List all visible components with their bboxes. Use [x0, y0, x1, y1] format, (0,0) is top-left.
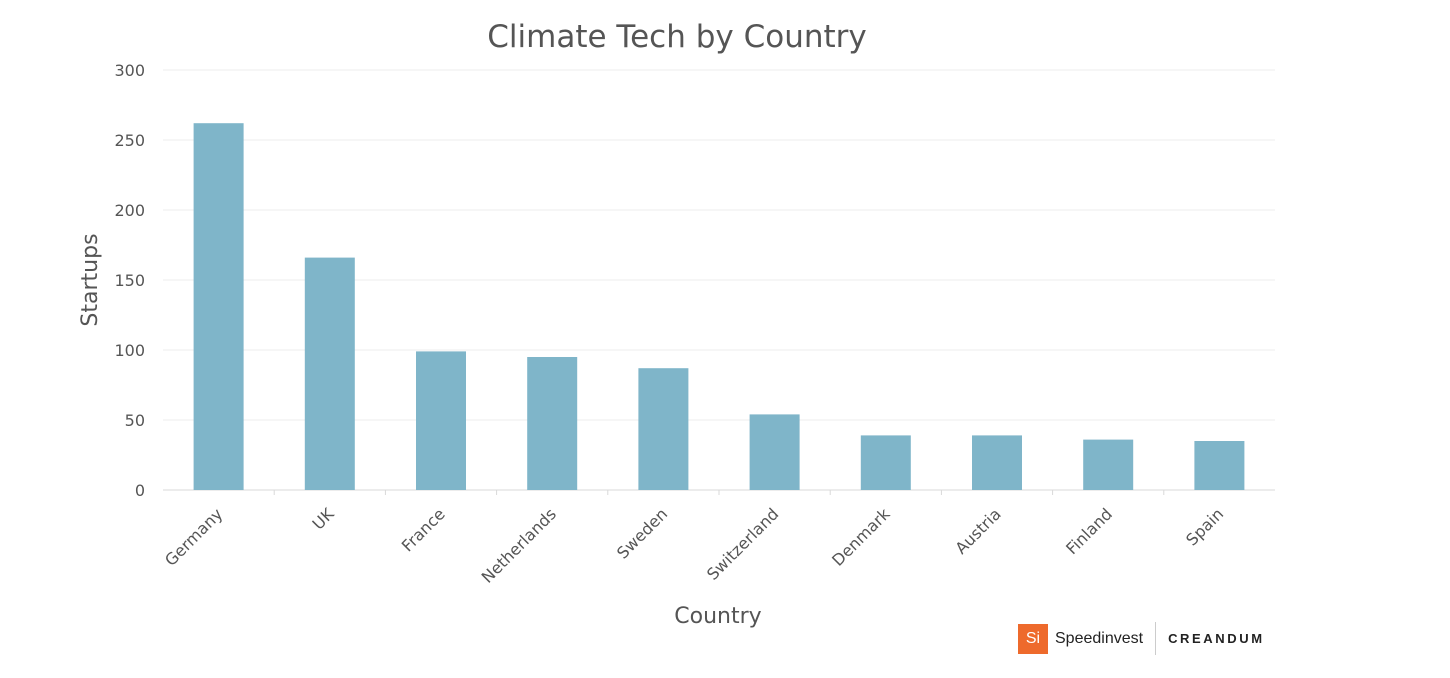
x-tick-label: Denmark — [828, 504, 894, 570]
x-axis-title: Country — [674, 604, 761, 629]
bar-sweden — [638, 368, 689, 490]
logo-divider — [1155, 622, 1157, 655]
x-tick-label: UK — [308, 504, 337, 533]
bar-switzerland — [749, 414, 800, 490]
bar-austria — [972, 435, 1022, 490]
y-tick-label: 200 — [114, 201, 145, 220]
bars — [193, 123, 1245, 490]
y-tick-label: 250 — [114, 131, 145, 150]
speedinvest-wordmark: Speedinvest — [1055, 629, 1144, 647]
bar-denmark — [860, 435, 911, 490]
x-tick-label: Netherlands — [478, 504, 560, 586]
y-axis-ticks: 0 50 100 150 200 250 300 — [114, 61, 145, 500]
y-tick-label: 0 — [135, 481, 145, 500]
brand-footer: Si Speedinvest CREANDUM — [1018, 622, 1265, 655]
y-tick-label: 150 — [114, 271, 145, 290]
x-tick-label: Germany — [161, 504, 226, 569]
y-tick-label: 50 — [125, 411, 145, 430]
speedinvest-logo: Si — [1018, 623, 1048, 654]
x-tick-label: France — [398, 504, 449, 555]
creandum-wordmark: CREANDUM — [1168, 631, 1265, 646]
x-tick-label: Sweden — [613, 504, 671, 562]
bar-uk — [304, 257, 355, 490]
x-tick-label: Spain — [1182, 504, 1227, 549]
bar-france — [416, 351, 466, 490]
x-tick-label: Austria — [951, 504, 1004, 557]
x-tick-label: Switzerland — [703, 504, 782, 583]
y-tick-label: 300 — [114, 61, 145, 80]
y-tick-label: 100 — [114, 341, 145, 360]
bar-finland — [1083, 439, 1134, 490]
chart-title: Climate Tech by Country — [487, 19, 866, 55]
bar-spain — [1194, 441, 1245, 490]
y-axis-title: Startups — [78, 233, 103, 326]
bar-netherlands — [527, 357, 578, 490]
x-axis-ticks: Germany UK France Netherlands Sweden Switzerl… — [161, 490, 1227, 587]
bar-germany — [193, 123, 244, 490]
x-tick-label: Finland — [1062, 504, 1116, 558]
